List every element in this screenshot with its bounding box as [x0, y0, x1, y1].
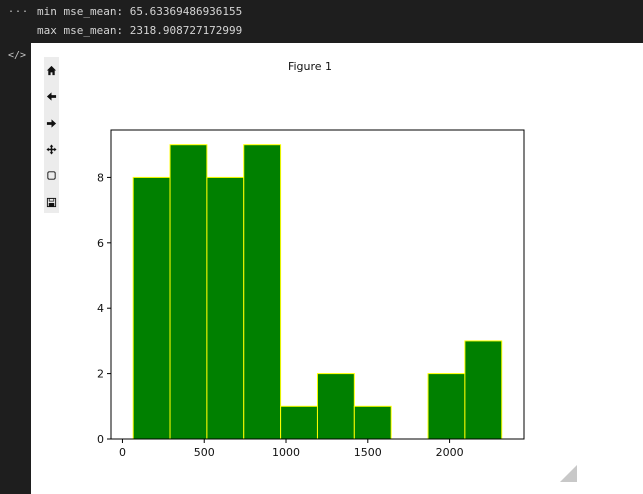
histogram-bar — [280, 405, 318, 440]
save-disk-icon — [46, 197, 57, 207]
y-tick-label: 2 — [97, 368, 104, 381]
y-tick-label: 4 — [97, 302, 104, 315]
back-arrow-icon — [46, 91, 57, 101]
histogram-bar — [353, 405, 392, 440]
histogram-bar — [464, 340, 503, 440]
figure-title: Figure 1 — [287, 60, 333, 73]
histogram-bar — [206, 176, 245, 440]
forward-button[interactable] — [44, 113, 59, 133]
pan-button[interactable] — [44, 139, 59, 159]
home-button[interactable] — [44, 60, 59, 80]
output-line-min: min mse_mean: 65.63369486936155 — [37, 5, 243, 18]
histogram-bar — [316, 373, 355, 440]
cell-gutter — [0, 43, 31, 494]
output-line-max: max mse_mean: 2318.908727172999 — [37, 24, 243, 37]
histogram-bar — [243, 144, 282, 440]
back-button[interactable] — [44, 86, 59, 106]
x-tick-label: 1500 — [354, 446, 382, 459]
histogram-bar — [169, 144, 208, 440]
code-toggle-icon[interactable]: </> — [8, 50, 27, 61]
save-button[interactable] — [44, 192, 59, 212]
resize-handle-icon[interactable] — [560, 465, 577, 482]
x-tick-label: 2000 — [436, 446, 464, 459]
forward-arrow-icon — [46, 118, 57, 128]
x-tick-label: 500 — [194, 446, 215, 459]
collapse-output-icon[interactable]: ... — [8, 4, 30, 15]
x-tick-label: 0 — [119, 446, 126, 459]
figure-toolbar — [44, 57, 59, 213]
x-tick-label: 1000 — [272, 446, 300, 459]
y-tick-label: 6 — [97, 237, 104, 250]
histogram-bar — [132, 176, 171, 440]
home-icon — [46, 65, 57, 75]
output-header: ... min mse_mean: 65.63369486936155 max … — [0, 0, 643, 43]
y-tick-label: 8 — [97, 171, 104, 184]
pan-move-icon — [46, 143, 57, 155]
zoom-button[interactable] — [44, 165, 59, 185]
y-tick-label: 0 — [97, 433, 104, 446]
histogram-bar — [427, 373, 466, 440]
zoom-rect-icon — [47, 170, 56, 180]
plot-frame — [110, 129, 525, 440]
